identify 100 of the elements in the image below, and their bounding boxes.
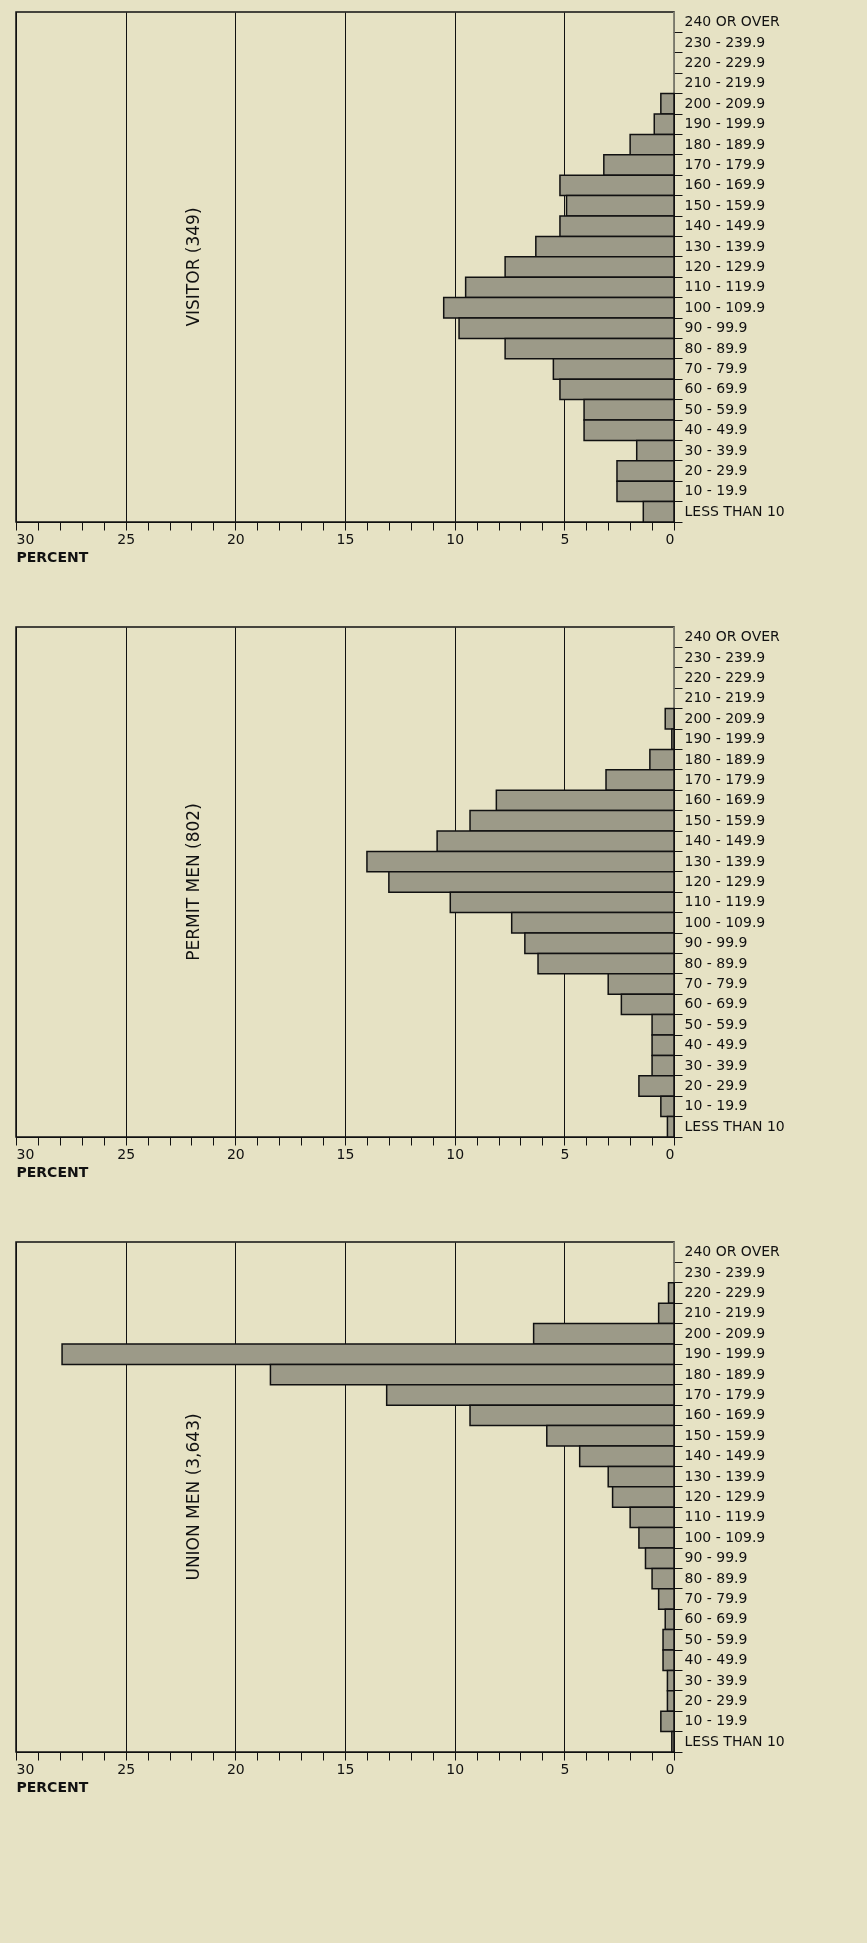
y-tick-label: 200 - 209.9 (684, 94, 766, 111)
y-tick-label: 150 - 159.9 (684, 1426, 766, 1443)
y-tick-label: 30 - 39.9 (684, 1671, 748, 1688)
y-tick-label: 70 - 79.9 (684, 360, 748, 376)
y-tick-label: 70 - 79.9 (684, 1590, 748, 1606)
y-tick-label: 120 - 129.9 (684, 1488, 766, 1504)
y-tick-label: 120 - 129.9 (684, 873, 766, 889)
x-tick-label: 0 (665, 530, 675, 547)
y-tick-label: 50 - 59.9 (684, 1015, 748, 1032)
y-tick-label: 100 - 109.9 (684, 913, 766, 930)
y-tick-label: 30 - 39.9 (684, 1056, 748, 1073)
x-tick-label: 25 (117, 530, 136, 547)
y-tick-label: 140 - 149.9 (684, 217, 766, 234)
y-tick-label: 90 - 99.9 (684, 934, 748, 951)
y-tick-label: 160 - 169.9 (684, 1406, 766, 1423)
x-tick-label: 0 (665, 1760, 675, 1777)
x-tick-label: 10 (446, 530, 465, 547)
y-tick-label: 80 - 89.9 (684, 339, 748, 356)
y-tick-label: 10 - 19.9 (684, 482, 748, 499)
text: UNION MEN (3,643) (183, 1413, 203, 1581)
x-tick-label: 10 (446, 1145, 465, 1162)
y-tick-label: 170 - 179.9 (684, 771, 766, 787)
text: VISITOR (349) (183, 207, 203, 327)
y-tick-label: 230 - 239.9 (684, 33, 766, 50)
x-tick-label: 15 (336, 1145, 355, 1162)
x-axis-title: PERCENT (16, 1163, 89, 1180)
y-tick-label: 20 - 29.9 (684, 1077, 748, 1093)
y-tick-label: 100 - 109.9 (684, 298, 766, 315)
x-tick-label: 10 (446, 1760, 465, 1777)
y-tick-label: 230 - 239.9 (684, 648, 766, 665)
y-tick-label: 60 - 69.9 (684, 1610, 748, 1627)
y-tick-label: 130 - 139.9 (684, 852, 766, 869)
y-tick-label: 150 - 159.9 (684, 811, 766, 828)
y-tick-label: 110 - 119.9 (684, 278, 766, 295)
y-tick-label: 210 - 219.9 (684, 74, 766, 91)
y-tick-label: 200 - 209.9 (684, 1324, 766, 1341)
x-tick-label: 15 (336, 1760, 355, 1777)
y-tick-label: 10 - 19.9 (684, 1712, 748, 1729)
y-tick-label: 40 - 49.9 (684, 1651, 748, 1668)
y-tick-label: 80 - 89.9 (684, 954, 748, 971)
y-tick-label: LESS THAN 10 (684, 502, 785, 519)
x-tick-label: 0 (665, 1145, 675, 1162)
y-tick-label: 180 - 189.9 (684, 135, 766, 152)
y-tick-label: 20 - 29.9 (684, 1692, 748, 1708)
x-tick-label: 20 (226, 1760, 245, 1777)
y-tick-label: 240 OR OVER (684, 628, 781, 645)
x-tick-label: 5 (560, 1760, 570, 1777)
y-tick-label: 180 - 189.9 (684, 1365, 766, 1382)
x-tick-label: 25 (117, 1145, 136, 1162)
y-tick-label: 70 - 79.9 (684, 975, 748, 991)
y-tick-label: 240 OR OVER (684, 13, 781, 30)
y-tick-label: 190 - 199.9 (684, 115, 766, 132)
y-tick-label: 220 - 229.9 (684, 1284, 766, 1300)
y-tick-label: 140 - 149.9 (684, 832, 766, 849)
y-tick-label: 110 - 119.9 (684, 1508, 766, 1525)
y-tick-label: 220 - 229.9 (684, 54, 766, 70)
y-tick-label: 130 - 139.9 (684, 237, 766, 254)
x-tick-label: 30 (16, 1760, 35, 1777)
x-tick-label: 5 (560, 1145, 570, 1162)
x-tick-label: 30 (16, 530, 35, 547)
y-tick-label: 60 - 69.9 (684, 380, 748, 397)
x-tick-label: 30 (16, 1145, 35, 1162)
y-tick-label: 200 - 209.9 (684, 709, 766, 726)
y-tick-label: 120 - 129.9 (684, 258, 766, 274)
y-tick-label: LESS THAN 10 (684, 1732, 785, 1749)
y-tick-label: 50 - 59.9 (684, 1630, 748, 1647)
x-axis-title: PERCENT (16, 1778, 89, 1795)
text: PERMIT MEN (802) (183, 803, 203, 961)
y-tick-label: 170 - 179.9 (684, 156, 766, 172)
y-tick-label: 10 - 19.9 (684, 1097, 748, 1114)
y-tick-label: 220 - 229.9 (684, 669, 766, 685)
y-tick-label: 160 - 169.9 (684, 791, 766, 808)
x-tick-label: 25 (117, 1760, 136, 1777)
y-tick-label: 90 - 99.9 (684, 319, 748, 336)
x-tick-label: 5 (560, 530, 570, 547)
y-tick-label: 190 - 199.9 (684, 730, 766, 747)
y-tick-label: 160 - 169.9 (684, 176, 766, 193)
y-tick-label: 240 OR OVER (684, 1243, 781, 1260)
y-tick-label: 190 - 199.9 (684, 1345, 766, 1362)
y-tick-label: 230 - 239.9 (684, 1263, 766, 1280)
y-tick-label: 60 - 69.9 (684, 995, 748, 1012)
x-tick-label: 20 (226, 1145, 245, 1162)
y-tick-label: 170 - 179.9 (684, 1386, 766, 1402)
y-tick-label: 130 - 139.9 (684, 1467, 766, 1484)
x-axis-title: PERCENT (16, 548, 89, 565)
y-tick-label: 50 - 59.9 (684, 400, 748, 417)
y-tick-label: 20 - 29.9 (684, 462, 748, 478)
y-tick-label: 140 - 149.9 (684, 1447, 766, 1464)
y-tick-label: 40 - 49.9 (684, 421, 748, 438)
y-tick-label: 80 - 89.9 (684, 1569, 748, 1586)
y-tick-label: 100 - 109.9 (684, 1528, 766, 1545)
y-tick-label: 110 - 119.9 (684, 893, 766, 910)
y-tick-label: 210 - 219.9 (684, 689, 766, 706)
y-tick-label: 30 - 39.9 (684, 441, 748, 458)
y-tick-label: 90 - 99.9 (684, 1549, 748, 1566)
y-tick-label: LESS THAN 10 (684, 1117, 785, 1134)
x-tick-label: 20 (226, 530, 245, 547)
y-tick-label: 180 - 189.9 (684, 750, 766, 767)
x-tick-label: 15 (336, 530, 355, 547)
y-tick-label: 210 - 219.9 (684, 1304, 766, 1321)
